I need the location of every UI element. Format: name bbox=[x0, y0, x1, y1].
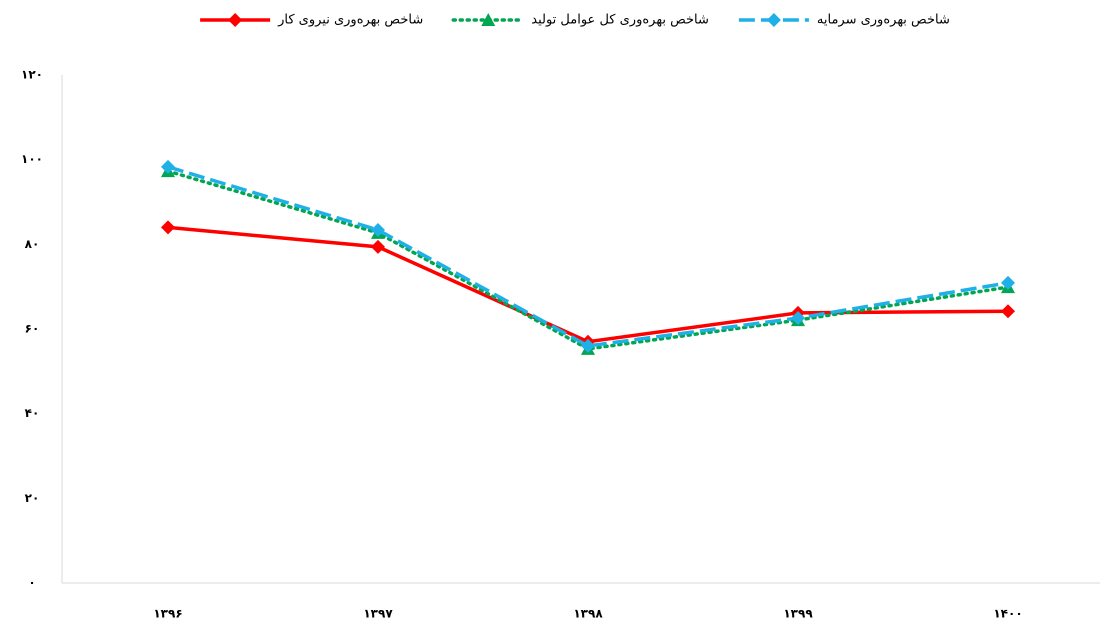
data-point bbox=[161, 159, 175, 174]
legend-marker bbox=[766, 13, 781, 27]
series-line bbox=[167, 225, 1009, 344]
y-tick-label: ۶۰ bbox=[25, 322, 40, 336]
y-tick-label: ۲۰ bbox=[25, 491, 40, 505]
data-point bbox=[1001, 304, 1015, 319]
series-line bbox=[167, 165, 1009, 348]
series-line bbox=[166, 169, 1010, 351]
y-tick-label: ۱۲۰ bbox=[21, 68, 43, 82]
y-tick-label: ۱۰۰ bbox=[21, 152, 43, 166]
x-tick-label: ۱۳۹۷ bbox=[363, 607, 393, 621]
x-tick-label: ۱۳۹۶ bbox=[153, 607, 182, 621]
legend-label: شاخص بهره‌وری نیروی کار bbox=[277, 13, 423, 28]
legend-label: شاخص بهره‌وری کل عوامل تولید bbox=[531, 13, 709, 28]
legend-label: شاخص بهره‌وری سرمایه bbox=[817, 13, 950, 28]
data-point bbox=[791, 310, 805, 325]
y-tick-label: ۴۰ bbox=[25, 406, 40, 420]
legend-marker bbox=[481, 13, 496, 26]
x-tick-label: ۱۴۰۰ bbox=[993, 607, 1022, 621]
legend-marker bbox=[228, 13, 243, 27]
data-point bbox=[161, 220, 175, 235]
data-point bbox=[371, 239, 385, 254]
x-tick-label: ۱۳۹۸ bbox=[573, 607, 603, 621]
y-tick-label: ۸۰ bbox=[25, 237, 40, 251]
x-tick-label: ۱۳۹۹ bbox=[783, 607, 813, 621]
data-point bbox=[1001, 275, 1015, 290]
data-point bbox=[371, 222, 385, 237]
y-tick-label: ۰ bbox=[28, 576, 35, 590]
data-point bbox=[581, 338, 595, 353]
